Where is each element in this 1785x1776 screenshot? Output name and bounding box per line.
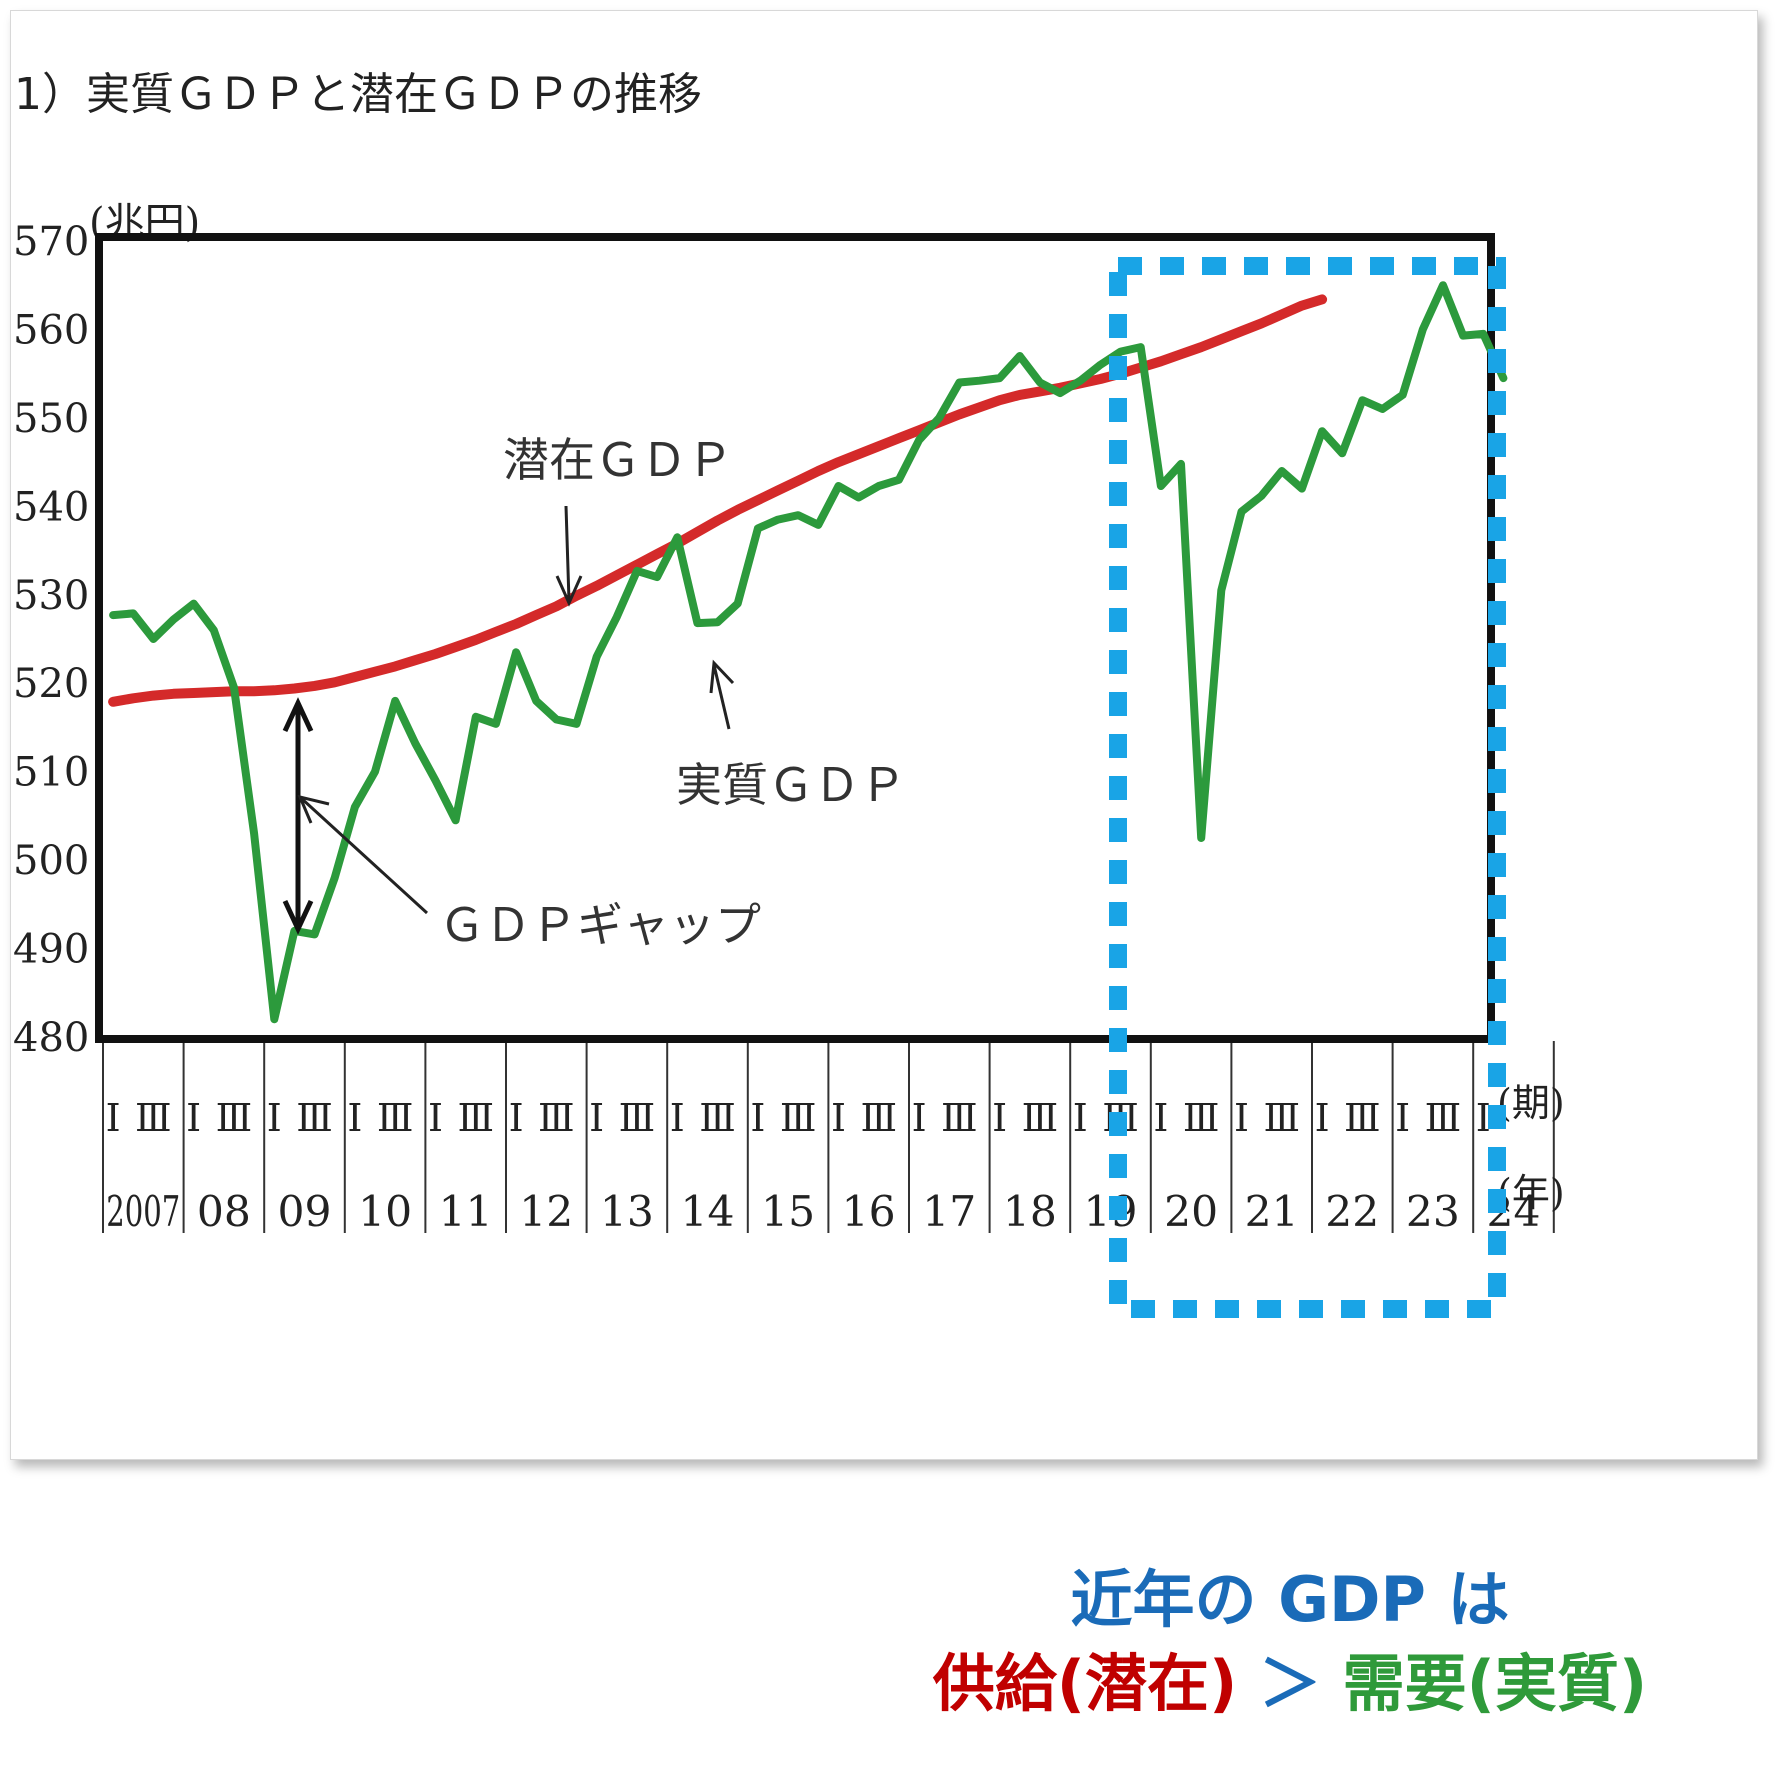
x-period-label: Ⅲ: [699, 1096, 736, 1140]
x-year-label: 11: [439, 1187, 493, 1236]
label-gdp-gap: ＧＤＰギャップ: [439, 898, 761, 952]
x-year-label: 23: [1406, 1187, 1460, 1236]
x-year-label: 2007: [106, 1187, 180, 1236]
x-period-label: Ⅲ: [1344, 1096, 1381, 1140]
x-period-label: Ⅲ: [1022, 1096, 1059, 1140]
x-year-label: 13: [600, 1187, 654, 1236]
caption-demand: 需要(実質): [1342, 1647, 1648, 1720]
arrow-gap-pointer: [297, 794, 429, 915]
caption-supply: 供給(潜在): [932, 1647, 1238, 1720]
y-tick-label: 530: [13, 573, 89, 619]
arrow-potential: [555, 505, 583, 607]
caption: 近年の GDP は 供給(潜在) ＞ 需要(実質): [820, 1558, 1760, 1726]
caption-line-1: 近年の GDP は: [1070, 1563, 1510, 1636]
x-period-label: Ⅰ: [347, 1096, 362, 1140]
x-period-label: Ⅲ: [296, 1096, 333, 1140]
x-period-label: Ⅰ: [1476, 1096, 1491, 1140]
x-period-label: Ⅲ: [1263, 1096, 1300, 1140]
x-year-label: 08: [197, 1187, 251, 1236]
y-tick-label: 550: [13, 396, 89, 442]
x-period-label: Ⅰ: [186, 1096, 201, 1140]
arrow-real: [709, 659, 735, 730]
series-real-gdp-line: [109, 281, 1508, 1024]
x-period-label: Ⅲ: [780, 1096, 817, 1140]
x-period-label: Ⅰ: [831, 1096, 846, 1140]
label-real-gdp: 実質ＧＤＰ: [676, 758, 906, 812]
x-period-label: Ⅰ: [267, 1096, 282, 1140]
x-year-label: 16: [842, 1187, 896, 1236]
x-year-label: 14: [681, 1187, 735, 1236]
x-year-label: 12: [519, 1187, 573, 1236]
x-period-label: Ⅲ: [457, 1096, 494, 1140]
x-period-label: Ⅲ: [619, 1096, 656, 1140]
x-year-label: 20: [1164, 1187, 1218, 1236]
chart-title: 1）実質ＧＤＰと潜在ＧＤＰの推移: [14, 69, 702, 120]
x-year-label: 15: [761, 1187, 815, 1236]
y-tick-label: 510: [13, 750, 89, 796]
y-axis-ticks: 480 490 500 510 520 530 540 550 560 570: [13, 219, 89, 1061]
y-tick-label: 560: [13, 307, 89, 353]
caption-line-2: 供給(潜在) ＞ 需要(実質): [820, 1642, 1760, 1726]
x-year-label: 09: [278, 1187, 332, 1236]
x-year-label: 22: [1325, 1187, 1379, 1236]
series-layer: [108, 281, 1508, 1024]
y-tick-label: 540: [13, 484, 89, 530]
x-period-label: Ⅰ: [106, 1096, 121, 1140]
gdp-chart: 1）実質ＧＤＰと潜在ＧＤＰの推移 (兆円) 480490500510520530…: [13, 69, 1565, 1318]
gap-double-arrow: [282, 697, 314, 935]
x-period-label: Ⅲ: [538, 1096, 575, 1140]
x-period-unit: (期): [1497, 1081, 1565, 1125]
x-period-label: Ⅰ: [589, 1096, 604, 1140]
x-period-label: Ⅰ: [1073, 1096, 1088, 1140]
x-year-label: 21: [1245, 1187, 1299, 1236]
x-period-label: Ⅲ: [377, 1096, 414, 1140]
plot-frame: [95, 233, 1495, 1043]
x-period-label: Ⅰ: [1153, 1096, 1168, 1140]
y-tick-label: 490: [13, 927, 89, 973]
x-period-label: Ⅲ: [1183, 1096, 1220, 1140]
label-potential-gdp: 潜在ＧＤＰ: [503, 433, 733, 487]
x-year-unit: (年): [1497, 1171, 1565, 1215]
x-year-label: 17: [922, 1187, 976, 1236]
caption-greater-than: ＞: [1237, 1647, 1343, 1720]
x-period-label: Ⅰ: [992, 1096, 1007, 1140]
y-tick-label: 500: [13, 838, 89, 884]
chart-card: 1）実質ＧＤＰと潜在ＧＤＰの推移 (兆円) 480 490 500 510 520 530…: [10, 10, 1758, 1460]
x-period-label: Ⅰ: [1395, 1096, 1410, 1140]
recent-period-highlight-box: [1109, 257, 1506, 1318]
x-period-label: Ⅰ: [1315, 1096, 1330, 1140]
x-period-label: Ⅰ: [1234, 1096, 1249, 1140]
x-period-label: Ⅰ: [670, 1096, 685, 1140]
x-period-label: Ⅰ: [750, 1096, 765, 1140]
x-period-label: Ⅲ: [216, 1096, 253, 1140]
x-period-label: Ⅰ: [912, 1096, 927, 1140]
x-period-label: Ⅲ: [135, 1096, 172, 1140]
y-tick-label: 520: [13, 661, 89, 707]
x-period-label: Ⅲ: [941, 1096, 978, 1140]
x-year-label: 10: [358, 1187, 412, 1236]
y-tick-label: 570: [13, 219, 89, 265]
x-year-label: 18: [1003, 1187, 1057, 1236]
y-tick-label: 480: [13, 1015, 89, 1061]
x-period-label: Ⅲ: [1425, 1096, 1462, 1140]
x-period-label: Ⅰ: [428, 1096, 443, 1140]
x-period-label: Ⅰ: [509, 1096, 524, 1140]
x-period-label: Ⅲ: [860, 1096, 897, 1140]
